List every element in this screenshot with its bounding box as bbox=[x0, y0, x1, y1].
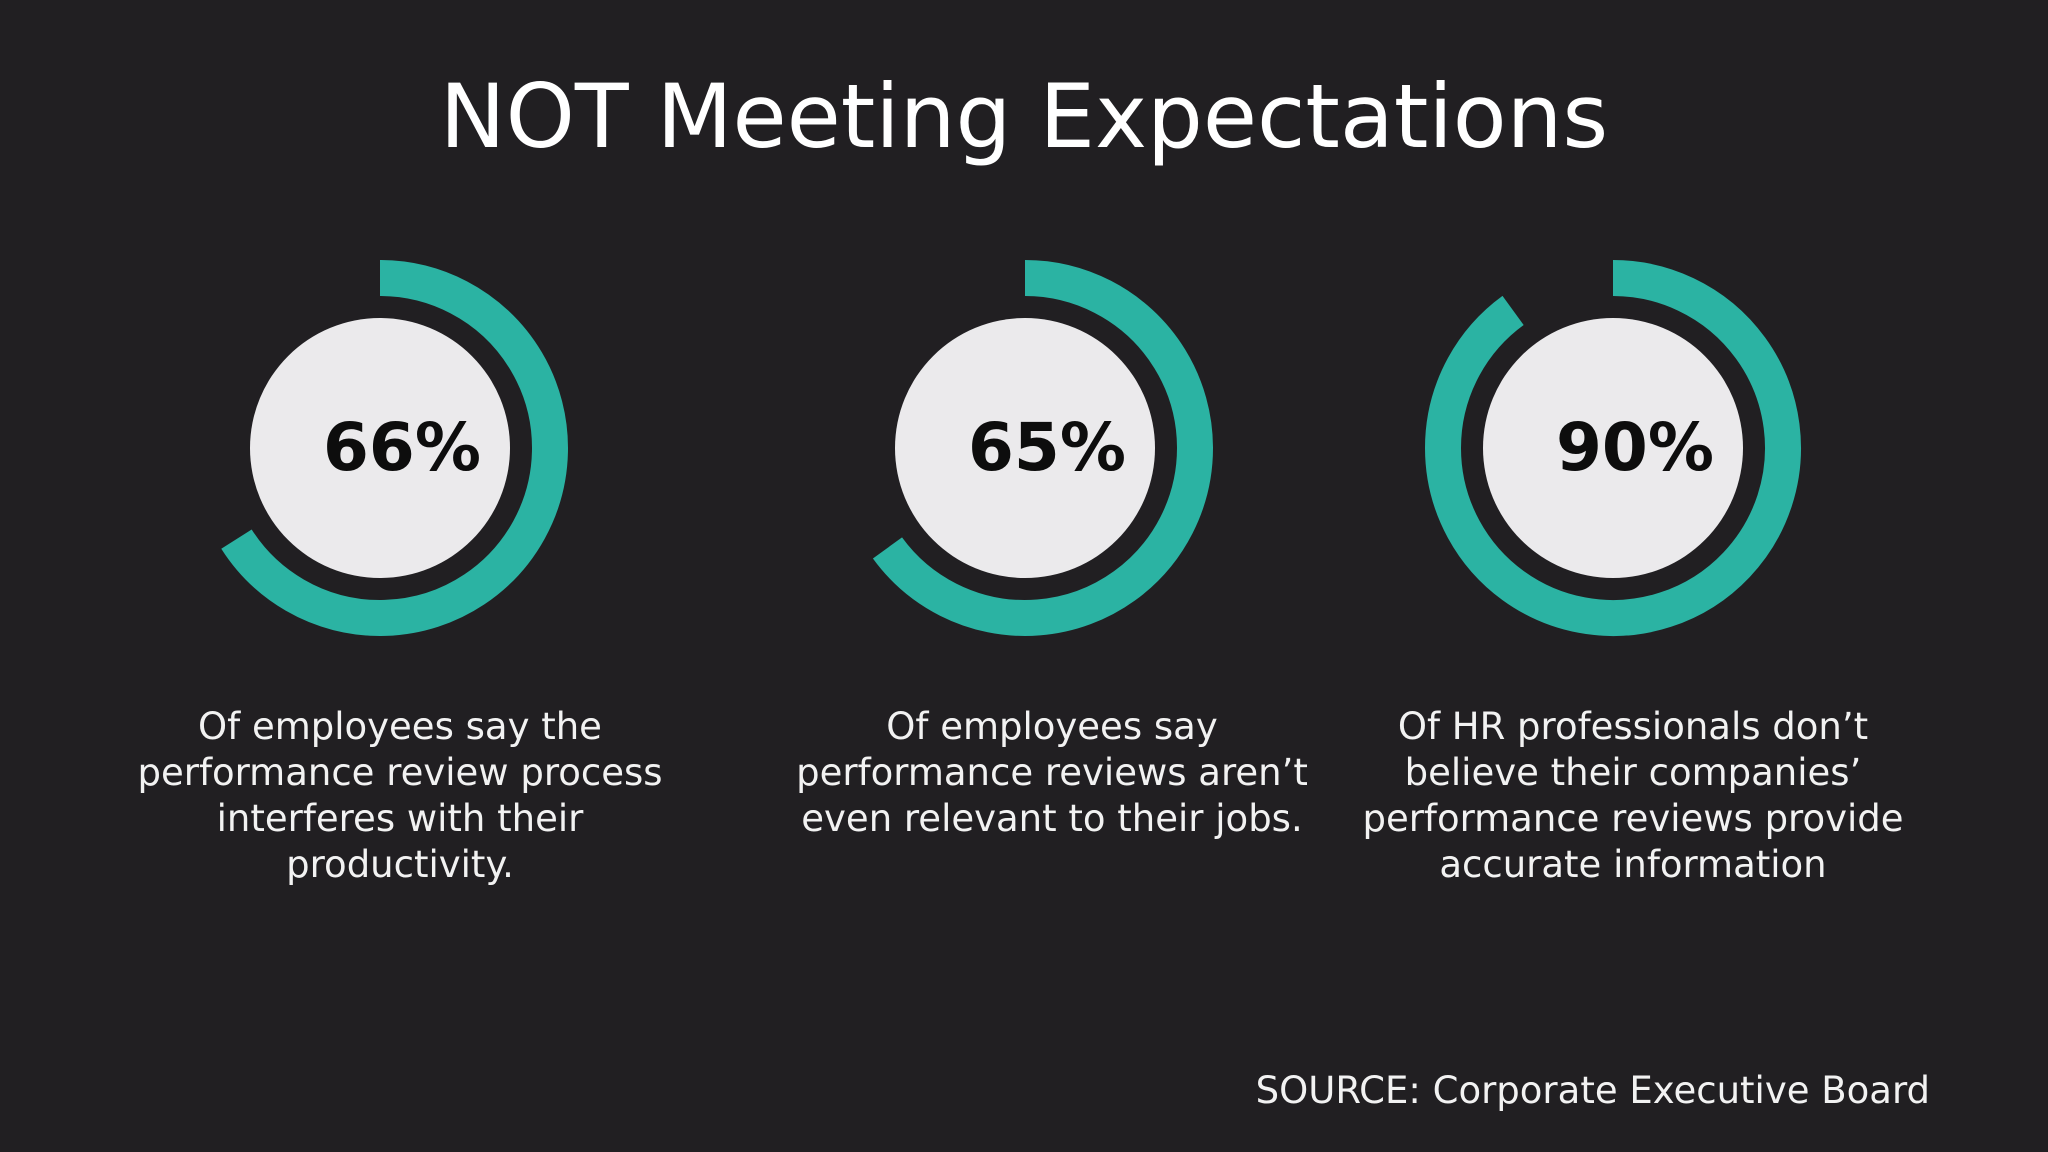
donut-chart-1 bbox=[221, 260, 568, 636]
stat-description-3: Of HR professionals don’t believe their … bbox=[1362, 705, 1904, 886]
page-title: NOT Meeting Expectations bbox=[439, 65, 1609, 168]
stat-description-2: Of employees say performance reviews are… bbox=[796, 705, 1308, 840]
ring-arc-1 bbox=[221, 260, 568, 636]
stat-card-3: 90% Of HR professionals don’t believe th… bbox=[1345, 250, 1925, 910]
donut-chart-3 bbox=[1425, 260, 1801, 636]
stat-value-2: 65% bbox=[968, 409, 1126, 486]
stat-card-2: 65% Of employees say performance reviews… bbox=[757, 250, 1337, 910]
donut-chart-2 bbox=[872, 260, 1213, 636]
source-note: SOURCE: Corporate Executive Board bbox=[1255, 1069, 1930, 1112]
stat-value-3: 90% bbox=[1556, 409, 1714, 486]
ring-arc-3 bbox=[1425, 260, 1801, 636]
stat-value-1: 66% bbox=[323, 409, 481, 486]
donut-disc bbox=[1483, 318, 1743, 578]
donut-disc bbox=[895, 318, 1155, 578]
donut-disc bbox=[250, 318, 510, 578]
stat-card-1: 66% Of employees say the performance rev… bbox=[112, 250, 692, 910]
stat-description-1: Of employees say the performance review … bbox=[137, 705, 663, 886]
ring-arc-2 bbox=[872, 260, 1213, 636]
